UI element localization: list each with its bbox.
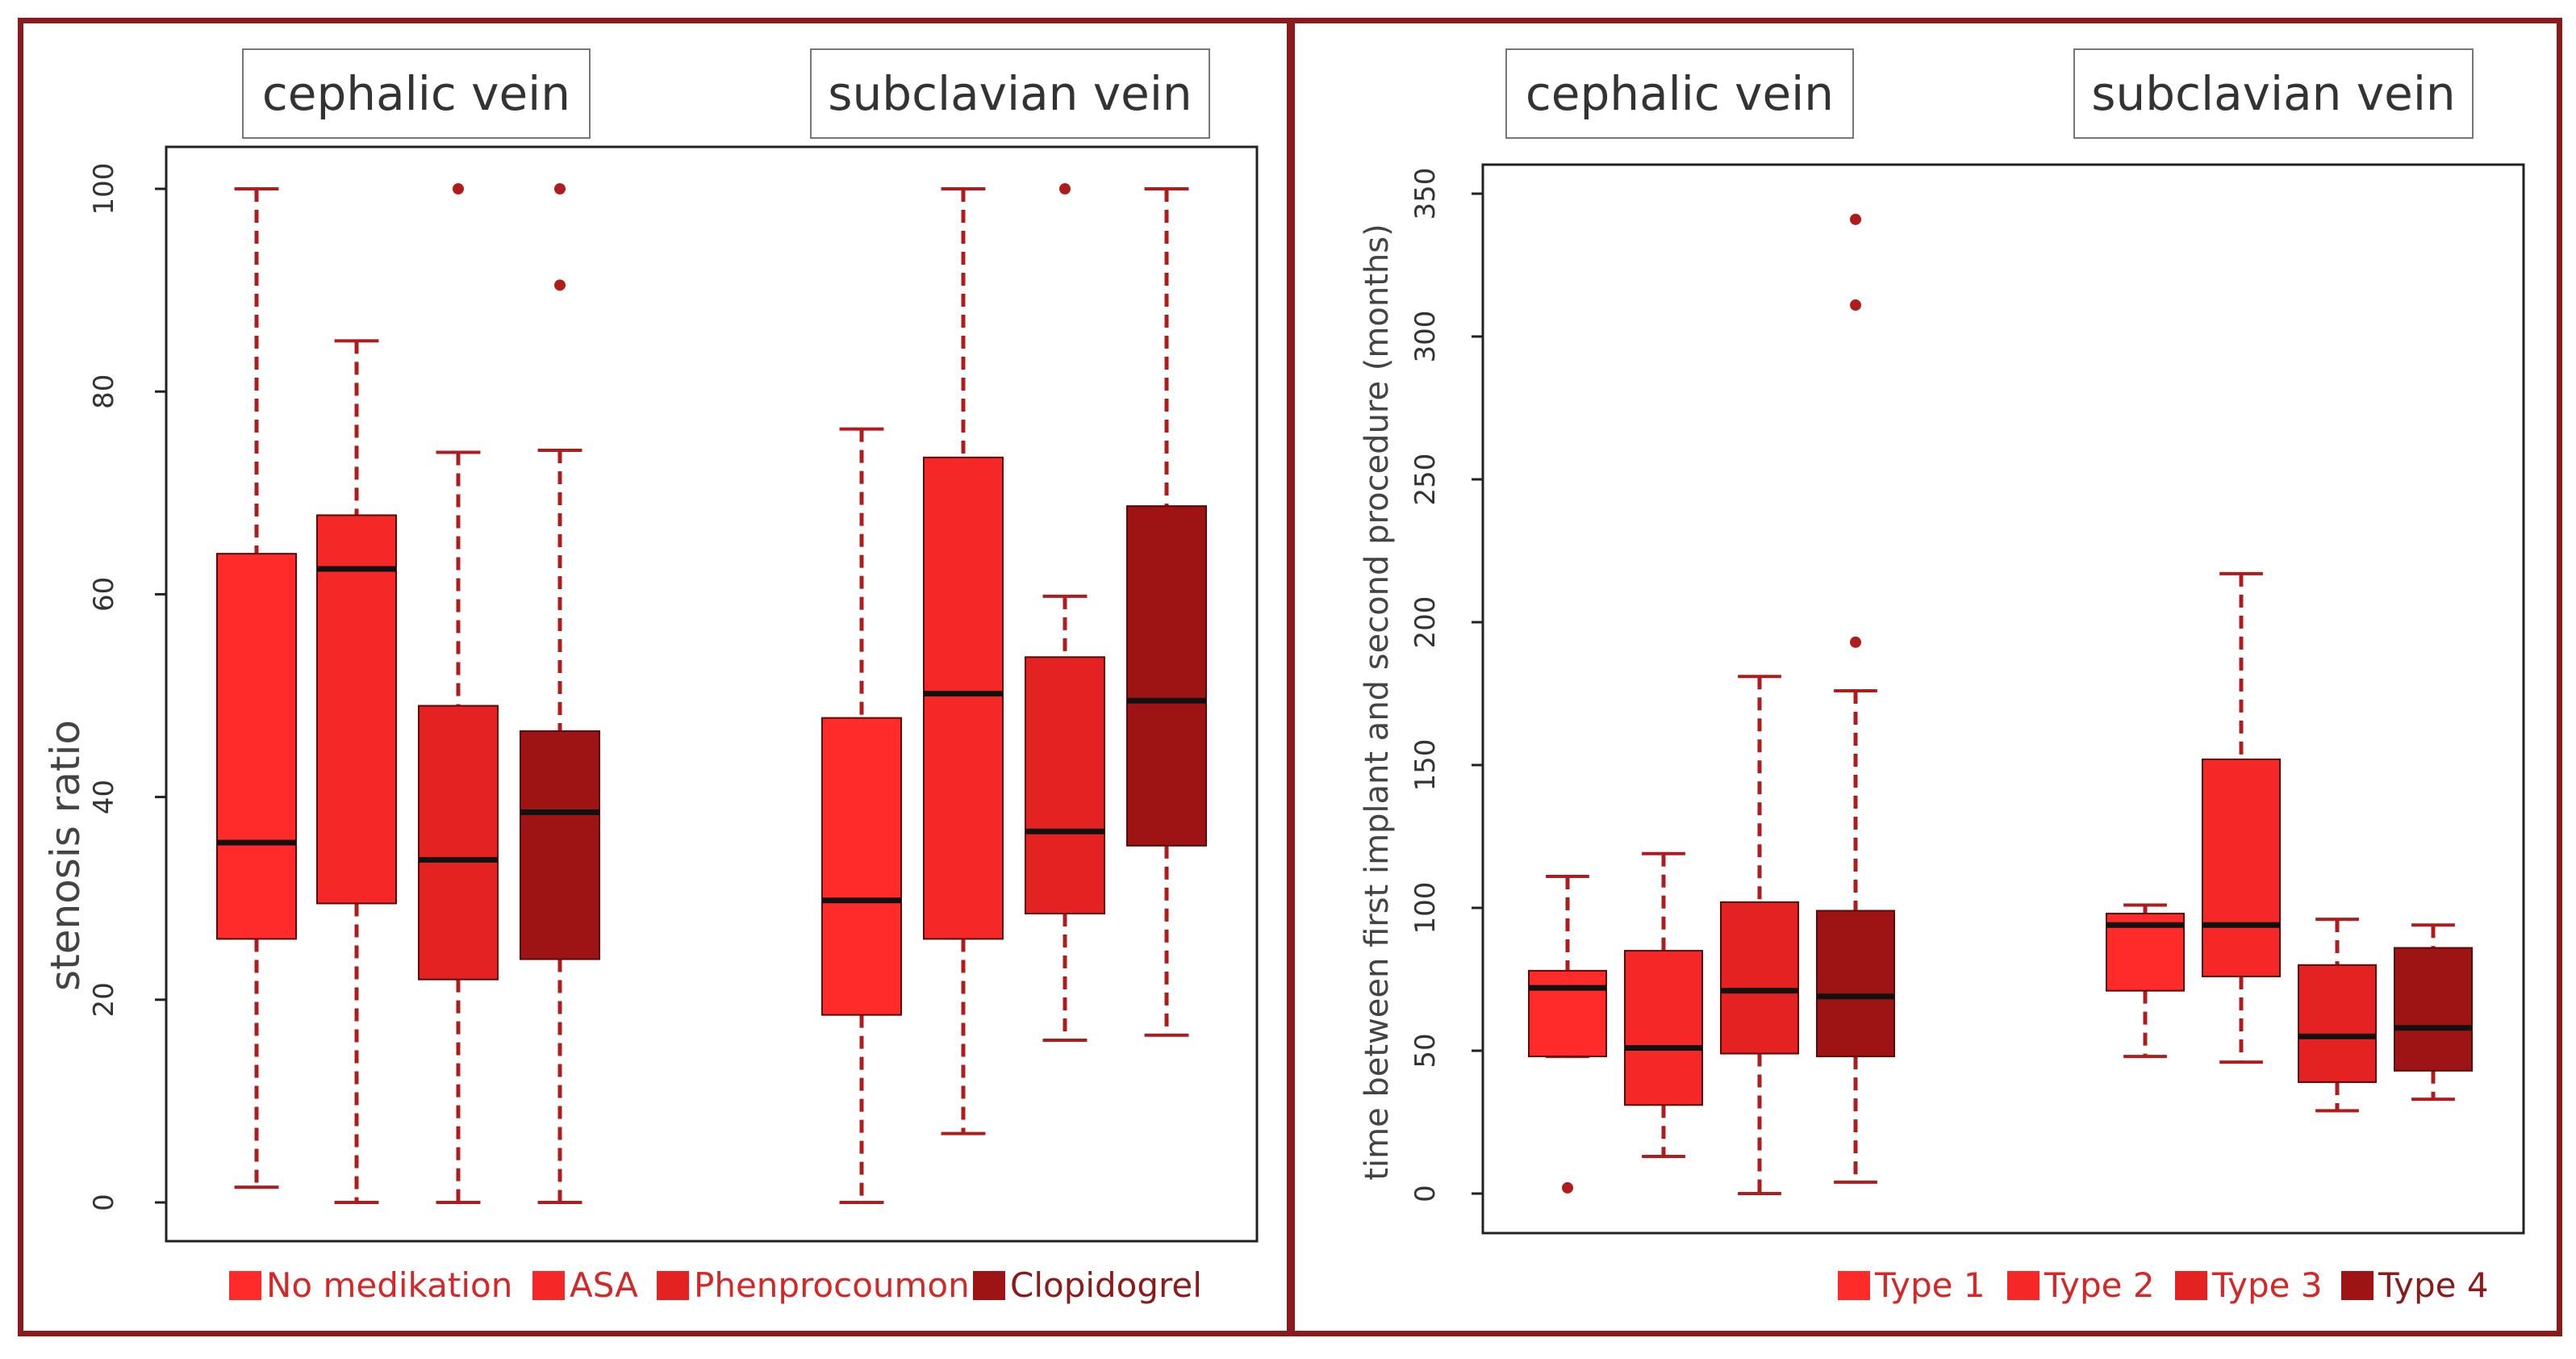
legend-swatch-type-3 bbox=[2175, 1270, 2207, 1300]
legend-label-type-4: Type 4 bbox=[2378, 1265, 2489, 1305]
box-cephalic-vein-phenprocoumon bbox=[418, 183, 499, 1204]
y-tick-label: 250 bbox=[1409, 454, 1442, 506]
cephalic-vein-label-left: cephalic vein bbox=[242, 48, 591, 139]
outlier-point bbox=[554, 183, 566, 194]
y-tick-label: 350 bbox=[1409, 168, 1442, 220]
box-cephalic-vein-clopidogrel bbox=[520, 183, 600, 1204]
legend-item-type-4: Type 4 bbox=[2341, 1265, 2489, 1305]
legend-swatch-phenprocoumon bbox=[657, 1270, 689, 1300]
chart-stenosis-ratio: 0 20 40 60 80 100 stenosis ratio bbox=[42, 145, 1259, 1243]
y-tick-label: 200 bbox=[1409, 596, 1442, 649]
legend-item-phenprocoumon: Phenprocoumon bbox=[657, 1265, 970, 1305]
legend-swatch-type-2 bbox=[2007, 1270, 2040, 1300]
plot-frame bbox=[1481, 163, 2525, 1235]
chart-time-months: 0 50 100 150 200 250 300 350 time between first … bbox=[1359, 163, 2525, 1235]
iqr-box bbox=[821, 717, 902, 1016]
legend-item-type-1: Type 1 bbox=[1838, 1265, 1985, 1305]
legend-swatch-asa bbox=[532, 1270, 565, 1300]
box-subclavian-vein-type-2 bbox=[2202, 571, 2281, 1064]
iqr-box bbox=[418, 705, 499, 981]
legend-swatch-clopidogrel bbox=[973, 1270, 1005, 1300]
legend-swatch-type-4 bbox=[2341, 1270, 2374, 1300]
legend-label-type-3: Type 3 bbox=[2212, 1265, 2323, 1305]
right-panel bbox=[1289, 18, 2562, 1336]
outlier-point bbox=[1059, 183, 1071, 194]
legend-item-no-medikation: No medikation bbox=[229, 1265, 512, 1305]
iqr-box bbox=[1025, 656, 1105, 915]
outlier-point bbox=[1850, 299, 1861, 312]
iqr-box bbox=[216, 553, 297, 940]
legend-label-asa: ASA bbox=[570, 1265, 638, 1305]
iqr-box bbox=[2394, 947, 2473, 1072]
iqr-box bbox=[1126, 505, 1207, 847]
plot-frame bbox=[165, 145, 1259, 1243]
iqr-box bbox=[923, 456, 1004, 940]
box-subclavian-vein-type-1 bbox=[2106, 903, 2185, 1059]
y-tick-label: 0 bbox=[1409, 1185, 1442, 1202]
iqr-box bbox=[520, 730, 600, 960]
y-tick-label: 300 bbox=[1409, 311, 1442, 363]
outlier-point bbox=[1850, 213, 1861, 225]
y-axis-label: time between first implant and second pr… bbox=[1359, 224, 1396, 1180]
legend-item-clopidogrel: Clopidogrel bbox=[973, 1265, 1202, 1305]
y-tick-label: 20 bbox=[88, 982, 120, 1017]
outlier-point bbox=[453, 183, 464, 194]
legend-right: Type 1 Type 2 Type 3 Type 4 bbox=[1838, 1265, 2548, 1311]
y-tick-label: 150 bbox=[1409, 739, 1442, 792]
box-subclavian-vein-type-3 bbox=[2298, 918, 2377, 1113]
legend-swatch-type-1 bbox=[1838, 1270, 1870, 1300]
outlier-point bbox=[554, 279, 566, 291]
box-cephalic-vein-type-3 bbox=[1720, 675, 1799, 1195]
subclavian-vein-label-right: subclavian vein bbox=[2073, 48, 2474, 139]
iqr-box bbox=[1816, 909, 1895, 1058]
y-tick-label: 0 bbox=[88, 1194, 120, 1211]
legend-item-asa: ASA bbox=[532, 1265, 638, 1305]
legend-item-type-2: Type 2 bbox=[2007, 1265, 2155, 1305]
box-cephalic-vein-type-4 bbox=[1816, 213, 1895, 1184]
outlier-point bbox=[1850, 636, 1861, 648]
box-cephalic-vein-asa bbox=[316, 339, 397, 1204]
y-tick-label: 100 bbox=[1409, 882, 1442, 935]
y-tick-label: 80 bbox=[88, 374, 120, 409]
legend-label-no-medikation: No medikation bbox=[266, 1265, 513, 1305]
y-tick-label: 60 bbox=[88, 577, 120, 612]
box-cephalic-vein-type-1 bbox=[1528, 875, 1607, 1194]
cephalic-vein-label-right: cephalic vein bbox=[1505, 48, 1854, 139]
iqr-box bbox=[2202, 758, 2281, 977]
iqr-box bbox=[1720, 901, 1799, 1055]
subclavian-vein-label-left: subclavian vein bbox=[810, 48, 1210, 139]
legend-label-type-2: Type 2 bbox=[2044, 1265, 2155, 1305]
box-cephalic-vein-type-2 bbox=[1624, 851, 1703, 1158]
legend-item-type-3: Type 3 bbox=[2175, 1265, 2323, 1305]
box-subclavian-vein-asa bbox=[923, 187, 1004, 1135]
legend-swatch-no-medikation bbox=[229, 1270, 261, 1300]
y-axis-label: stenosis ratio bbox=[42, 720, 89, 991]
legend-label-clopidogrel: Clopidogrel bbox=[1010, 1265, 1202, 1305]
box-subclavian-vein-type-4 bbox=[2394, 923, 2473, 1102]
box-subclavian-vein-phenprocoumon bbox=[1025, 183, 1105, 1043]
legend-left: No medikation ASA Phenprocoumon Clopidog… bbox=[229, 1265, 1278, 1311]
legend-label-phenprocoumon: Phenprocoumon bbox=[694, 1265, 970, 1305]
box-cephalic-vein-no-medikation bbox=[216, 187, 297, 1190]
outlier-point bbox=[1562, 1181, 1573, 1194]
legend-label-type-1: Type 1 bbox=[1875, 1265, 1985, 1305]
iqr-box bbox=[316, 514, 397, 905]
y-tick-label: 50 bbox=[1409, 1033, 1442, 1068]
iqr-box bbox=[2298, 964, 2377, 1083]
iqr-box bbox=[1624, 950, 1703, 1106]
box-subclavian-vein-clopidogrel bbox=[1126, 187, 1207, 1037]
y-tick-label: 40 bbox=[88, 780, 120, 814]
y-tick-label: 100 bbox=[88, 163, 120, 215]
iqr-box bbox=[1528, 969, 1607, 1058]
box-subclavian-vein-no-medikation bbox=[821, 427, 902, 1204]
